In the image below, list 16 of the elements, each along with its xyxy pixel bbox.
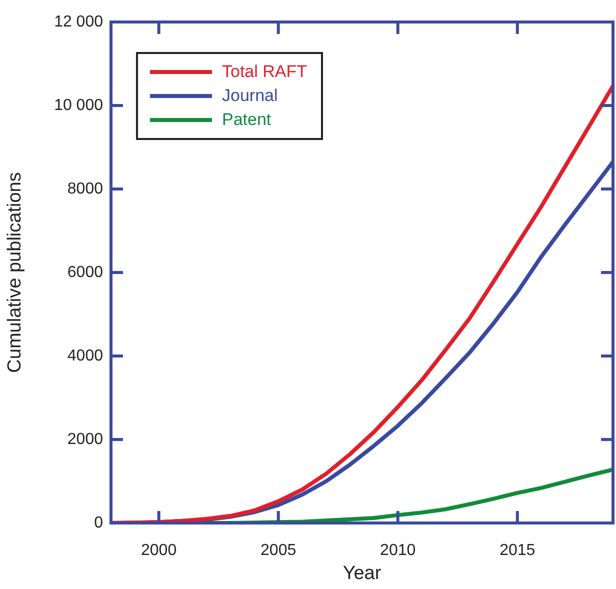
x-tick-label: 2015 (500, 542, 536, 560)
y-tick-label: 2000 (67, 430, 104, 448)
y-tick-label: 0 (94, 514, 104, 532)
y-axis-title: Cumulative publications (4, 172, 26, 373)
x-tick-label: 2005 (260, 542, 296, 560)
y-tick-label: 6000 (67, 264, 104, 281)
y-tick-label: 10 000 (54, 96, 104, 114)
y-tick-label: 12 000 (54, 13, 104, 30)
y-tick-label: 4000 (67, 347, 104, 364)
x-axis-title: Year (342, 562, 382, 584)
x-tick-label: 2000 (141, 542, 177, 560)
legend-label: Patent (222, 109, 272, 131)
legend-label: Journal (222, 85, 278, 107)
y-tick-label: 8000 (67, 180, 104, 198)
legend-label: Total RAFT (222, 61, 308, 83)
x-tick-label: 2010 (380, 542, 416, 560)
